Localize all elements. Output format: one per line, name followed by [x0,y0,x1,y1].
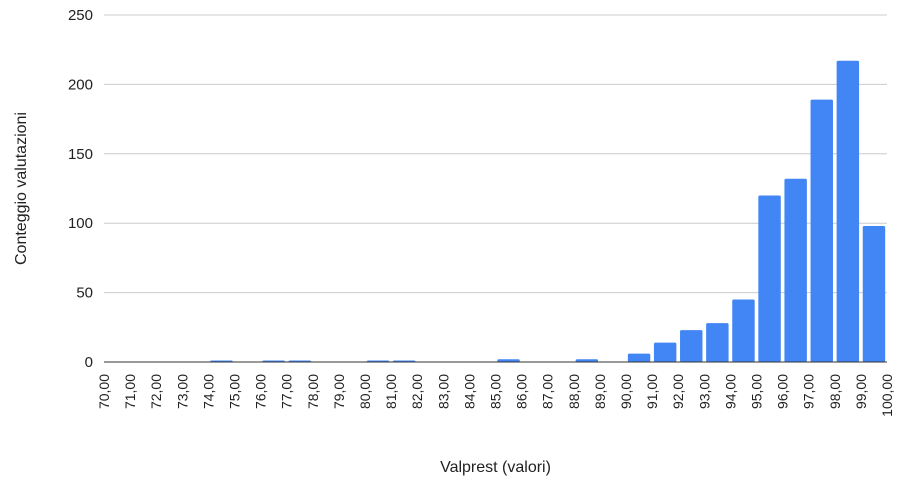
x-tick-label: 86,00 [514,374,530,409]
x-tick-label: 89,00 [592,374,608,409]
x-tick-label: 75,00 [227,374,243,409]
y-tick-label: 100 [68,215,93,232]
x-tick-label: 100,00 [879,374,895,417]
x-tick-label: 81,00 [383,374,399,409]
bar [653,342,677,362]
x-tick-label: 87,00 [540,374,556,409]
x-tick-label: 98,00 [827,374,843,409]
x-tick-label: 77,00 [279,374,295,409]
x-tick-label: 76,00 [253,374,269,409]
x-tick-label: 83,00 [435,374,451,409]
x-tick-label: 84,00 [461,374,477,409]
x-tick-label: 82,00 [409,374,425,409]
x-tick-label: 96,00 [775,374,791,409]
bar [732,299,755,362]
bar [575,359,599,362]
x-tick-label: 91,00 [644,374,660,409]
x-tick-label: 79,00 [331,374,347,409]
grid-lines [104,14,887,294]
bars [210,60,886,363]
x-tick-label: 94,00 [722,374,738,409]
x-tick-label: 99,00 [853,374,869,409]
x-axis-ticks: 70,00 71,00 72,00 73,00 74,00 75,00 76,00 77,00… [96,374,895,417]
x-tick-label: 93,00 [696,374,712,409]
x-tick-label: 97,00 [801,374,817,409]
x-tick-label: 90,00 [618,374,634,409]
bar [497,359,520,362]
x-tick-label: 71,00 [122,374,138,409]
y-tick-label: 250 [68,7,93,24]
bar [758,195,781,362]
x-tick-label: 78,00 [305,374,321,409]
y-tick-label: 200 [68,76,93,93]
y-axis-ticks: 0 50 100 150 200 250 [68,7,93,371]
x-tick-label: 72,00 [148,374,164,409]
bar [862,225,886,362]
bar [627,353,651,362]
x-tick-label: 74,00 [200,374,216,409]
bar [680,330,703,362]
x-tick-label: 80,00 [357,374,373,409]
x-tick-label: 95,00 [749,374,765,409]
x-tick-label: 85,00 [488,374,504,409]
x-tick-label: 88,00 [566,374,582,409]
bar [706,323,729,362]
bar [784,178,807,362]
y-axis-title: Conteggio valutazioni [13,112,30,265]
y-tick-label: 150 [68,146,93,163]
x-tick-label: 73,00 [174,374,190,409]
x-tick-label: 92,00 [670,374,686,409]
x-tick-label: 70,00 [96,374,112,409]
bar [810,99,833,363]
x-axis-title: Valprest (valori) [440,459,551,476]
y-tick-label: 0 [85,354,93,371]
y-tick-label: 50 [76,285,93,302]
bar [836,60,860,363]
